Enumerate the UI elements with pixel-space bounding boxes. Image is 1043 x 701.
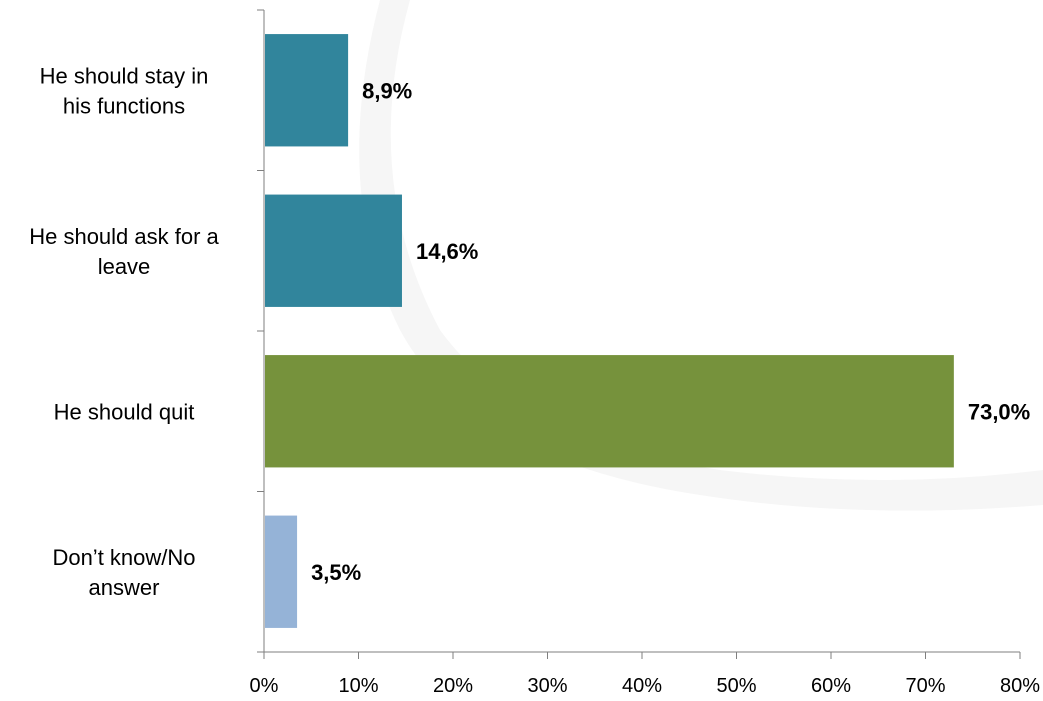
data-label: 3,5% xyxy=(311,560,361,585)
category-label: He should quit xyxy=(54,399,195,424)
category-label: He should stay in his functions xyxy=(40,63,209,118)
labels: 8,9% He should stay in his functions 14,6% H… xyxy=(29,63,1030,600)
data-label: 14,6% xyxy=(416,239,478,264)
x-tick-label: 80% xyxy=(1000,675,1040,697)
category-label-line: He should ask for a xyxy=(29,224,219,249)
category-label-line: his functions xyxy=(63,93,185,118)
axes: 0% 10% 20% 30% 40% 50% 60% 70% 80% xyxy=(250,9,1040,697)
category-label: He should ask for a leave xyxy=(29,224,219,279)
category-label-line: answer xyxy=(89,575,160,600)
category-label-line: He should stay in xyxy=(40,63,209,88)
bar xyxy=(265,194,402,307)
bars xyxy=(265,34,954,628)
category-label-line: He should quit xyxy=(54,399,195,424)
x-tick-label: 20% xyxy=(433,675,473,697)
x-tick-label: 10% xyxy=(338,675,378,697)
x-tick-label: 40% xyxy=(622,675,662,697)
category-label-line: Don’t know/No xyxy=(52,545,195,570)
x-tick-label: 30% xyxy=(527,675,567,697)
data-label: 8,9% xyxy=(362,78,412,103)
bar xyxy=(265,34,349,147)
category-label-line: leave xyxy=(98,254,151,279)
category-label: Don’t know/No answer xyxy=(52,545,195,600)
x-tick-label: 60% xyxy=(811,675,851,697)
x-tick-label: 70% xyxy=(905,675,945,697)
x-tick-label: 50% xyxy=(716,675,756,697)
bar xyxy=(265,515,298,628)
data-label: 73,0% xyxy=(968,399,1030,424)
bar xyxy=(265,355,954,468)
x-tick-label: 0% xyxy=(250,675,279,697)
